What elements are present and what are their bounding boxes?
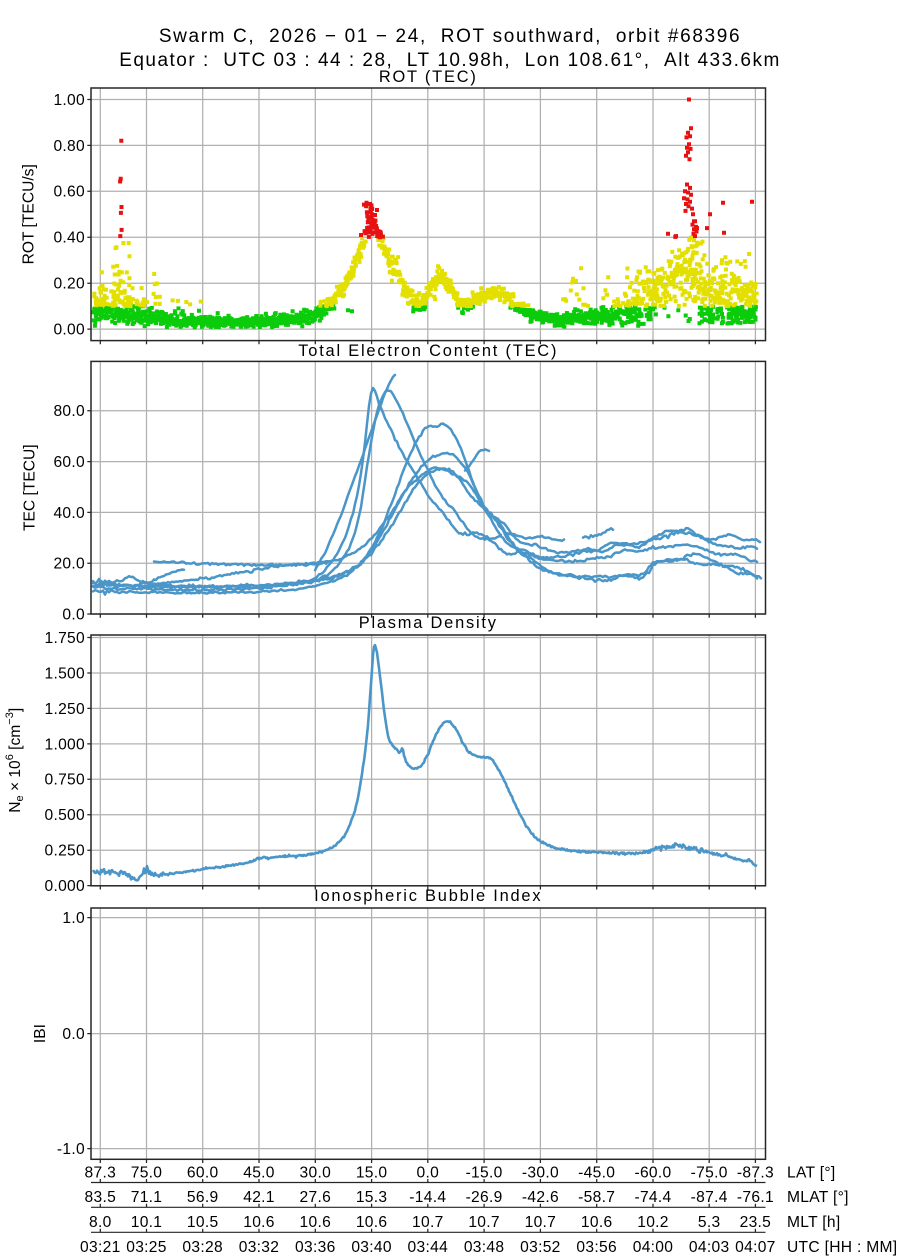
svg-text:0.750: 0.750 (44, 772, 85, 789)
svg-text:ROT (TEC): ROT (TEC) (379, 68, 478, 86)
svg-text:5.3: 5.3 (698, 1214, 721, 1231)
svg-text:0.00: 0.00 (53, 322, 85, 339)
svg-text:-14.4: -14.4 (409, 1189, 446, 1206)
svg-text:30.0: 30.0 (300, 1164, 332, 1181)
svg-text:60.0: 60.0 (53, 454, 85, 471)
svg-text:1.500: 1.500 (44, 665, 85, 682)
svg-text:-26.9: -26.9 (466, 1189, 503, 1206)
svg-text:03:52: 03:52 (520, 1239, 561, 1256)
svg-text:-76.1: -76.1 (737, 1189, 774, 1206)
svg-text:10.6: 10.6 (356, 1214, 388, 1231)
svg-text:56.9: 56.9 (187, 1189, 219, 1206)
svg-text:71.1: 71.1 (131, 1189, 163, 1206)
svg-text:1.750: 1.750 (44, 630, 85, 647)
svg-text:IBI: IBI (32, 1024, 49, 1043)
svg-text:Plasma Density: Plasma Density (359, 614, 498, 632)
svg-text:03:56: 03:56 (576, 1239, 617, 1256)
svg-text:03:36: 03:36 (295, 1239, 336, 1256)
svg-text:-45.0: -45.0 (578, 1164, 615, 1181)
svg-text:LAT [°]: LAT [°] (787, 1164, 836, 1181)
svg-text:-42.6: -42.6 (522, 1189, 559, 1206)
svg-text:0.0: 0.0 (62, 1026, 85, 1043)
svg-text:Total Electron Content (TEC): Total Electron Content (TEC) (298, 342, 558, 360)
svg-text:10.6: 10.6 (300, 1214, 332, 1231)
svg-text:10.6: 10.6 (581, 1214, 613, 1231)
svg-text:75.0: 75.0 (131, 1164, 163, 1181)
svg-text:0.20: 0.20 (53, 276, 85, 293)
svg-text:87.3: 87.3 (85, 1164, 117, 1181)
svg-text:1.0: 1.0 (62, 910, 85, 927)
svg-text:15.0: 15.0 (356, 1164, 388, 1181)
svg-text:60.0: 60.0 (187, 1164, 219, 1181)
svg-text:-1.0: -1.0 (57, 1141, 85, 1158)
svg-text:TEC [TECU]: TEC [TECU] (22, 444, 39, 531)
svg-text:0.500: 0.500 (44, 807, 85, 824)
svg-text:ROT [TECU/s]: ROT [TECU/s] (21, 164, 38, 264)
svg-text:0.0: 0.0 (417, 1164, 440, 1181)
svg-text:-30.0: -30.0 (522, 1164, 559, 1181)
svg-text:-58.7: -58.7 (578, 1189, 615, 1206)
svg-text:Ne × 106 [cm−3]: Ne × 106 [cm−3] (4, 708, 26, 813)
svg-text:-87.3: -87.3 (737, 1164, 774, 1181)
svg-text:8.0: 8.0 (89, 1214, 112, 1231)
svg-text:10.1: 10.1 (131, 1214, 163, 1231)
svg-text:04:03: 04:03 (689, 1239, 730, 1256)
svg-text:23.5: 23.5 (740, 1214, 772, 1231)
svg-text:03:28: 03:28 (182, 1239, 223, 1256)
svg-text:10.2: 10.2 (637, 1214, 669, 1231)
svg-text:-60.0: -60.0 (634, 1164, 671, 1181)
svg-text:Ionospheric Bubble Index: Ionospheric Bubble Index (314, 887, 542, 905)
svg-text:-74.4: -74.4 (634, 1189, 671, 1206)
svg-text:03:44: 03:44 (408, 1239, 449, 1256)
svg-text:83.5: 83.5 (85, 1189, 117, 1206)
svg-text:1.00: 1.00 (53, 92, 85, 109)
svg-text:80.0: 80.0 (53, 403, 85, 420)
svg-text:03:48: 03:48 (464, 1239, 505, 1256)
svg-text:04:00: 04:00 (633, 1239, 674, 1256)
svg-text:10.6: 10.6 (243, 1214, 275, 1231)
svg-text:0.000: 0.000 (44, 878, 85, 895)
svg-text:10.7: 10.7 (412, 1214, 444, 1231)
svg-text:-87.4: -87.4 (691, 1189, 728, 1206)
svg-text:1.250: 1.250 (44, 701, 85, 718)
svg-text:-15.0: -15.0 (466, 1164, 503, 1181)
svg-text:0.250: 0.250 (44, 843, 85, 860)
svg-text:0.40: 0.40 (53, 230, 85, 247)
svg-text:Swarm C, 2026 − 01 − 24, ROT: Swarm C, 2026 − 01 − 24, ROT southward, … (159, 26, 741, 47)
svg-text:20.0: 20.0 (53, 556, 85, 573)
svg-text:MLAT [°]: MLAT [°] (787, 1189, 849, 1206)
svg-text:04:07: 04:07 (735, 1239, 776, 1256)
svg-text:Equator : UTC 03 : 44 : 28,: Equator : UTC 03 : 44 : 28, LT 10.98h, L… (119, 50, 781, 71)
svg-text:03:25: 03:25 (126, 1239, 167, 1256)
svg-text:UTC [HH : MM]: UTC [HH : MM] (787, 1239, 897, 1256)
svg-text:03:21: 03:21 (80, 1239, 121, 1256)
svg-text:40.0: 40.0 (53, 505, 85, 522)
svg-text:15.3: 15.3 (356, 1189, 388, 1206)
svg-text:03:40: 03:40 (351, 1239, 392, 1256)
svg-text:1.000: 1.000 (44, 736, 85, 753)
svg-text:0.0: 0.0 (62, 606, 85, 623)
svg-text:03:32: 03:32 (239, 1239, 280, 1256)
svg-text:-75.0: -75.0 (691, 1164, 728, 1181)
svg-text:42.1: 42.1 (243, 1189, 275, 1206)
svg-text:10.7: 10.7 (525, 1214, 557, 1231)
svg-text:0.60: 0.60 (53, 184, 85, 201)
svg-text:10.7: 10.7 (468, 1214, 500, 1231)
svg-text:MLT [h]: MLT [h] (787, 1214, 841, 1231)
svg-text:45.0: 45.0 (243, 1164, 275, 1181)
svg-text:10.5: 10.5 (187, 1214, 219, 1231)
svg-text:27.6: 27.6 (300, 1189, 332, 1206)
svg-text:0.80: 0.80 (53, 138, 85, 155)
